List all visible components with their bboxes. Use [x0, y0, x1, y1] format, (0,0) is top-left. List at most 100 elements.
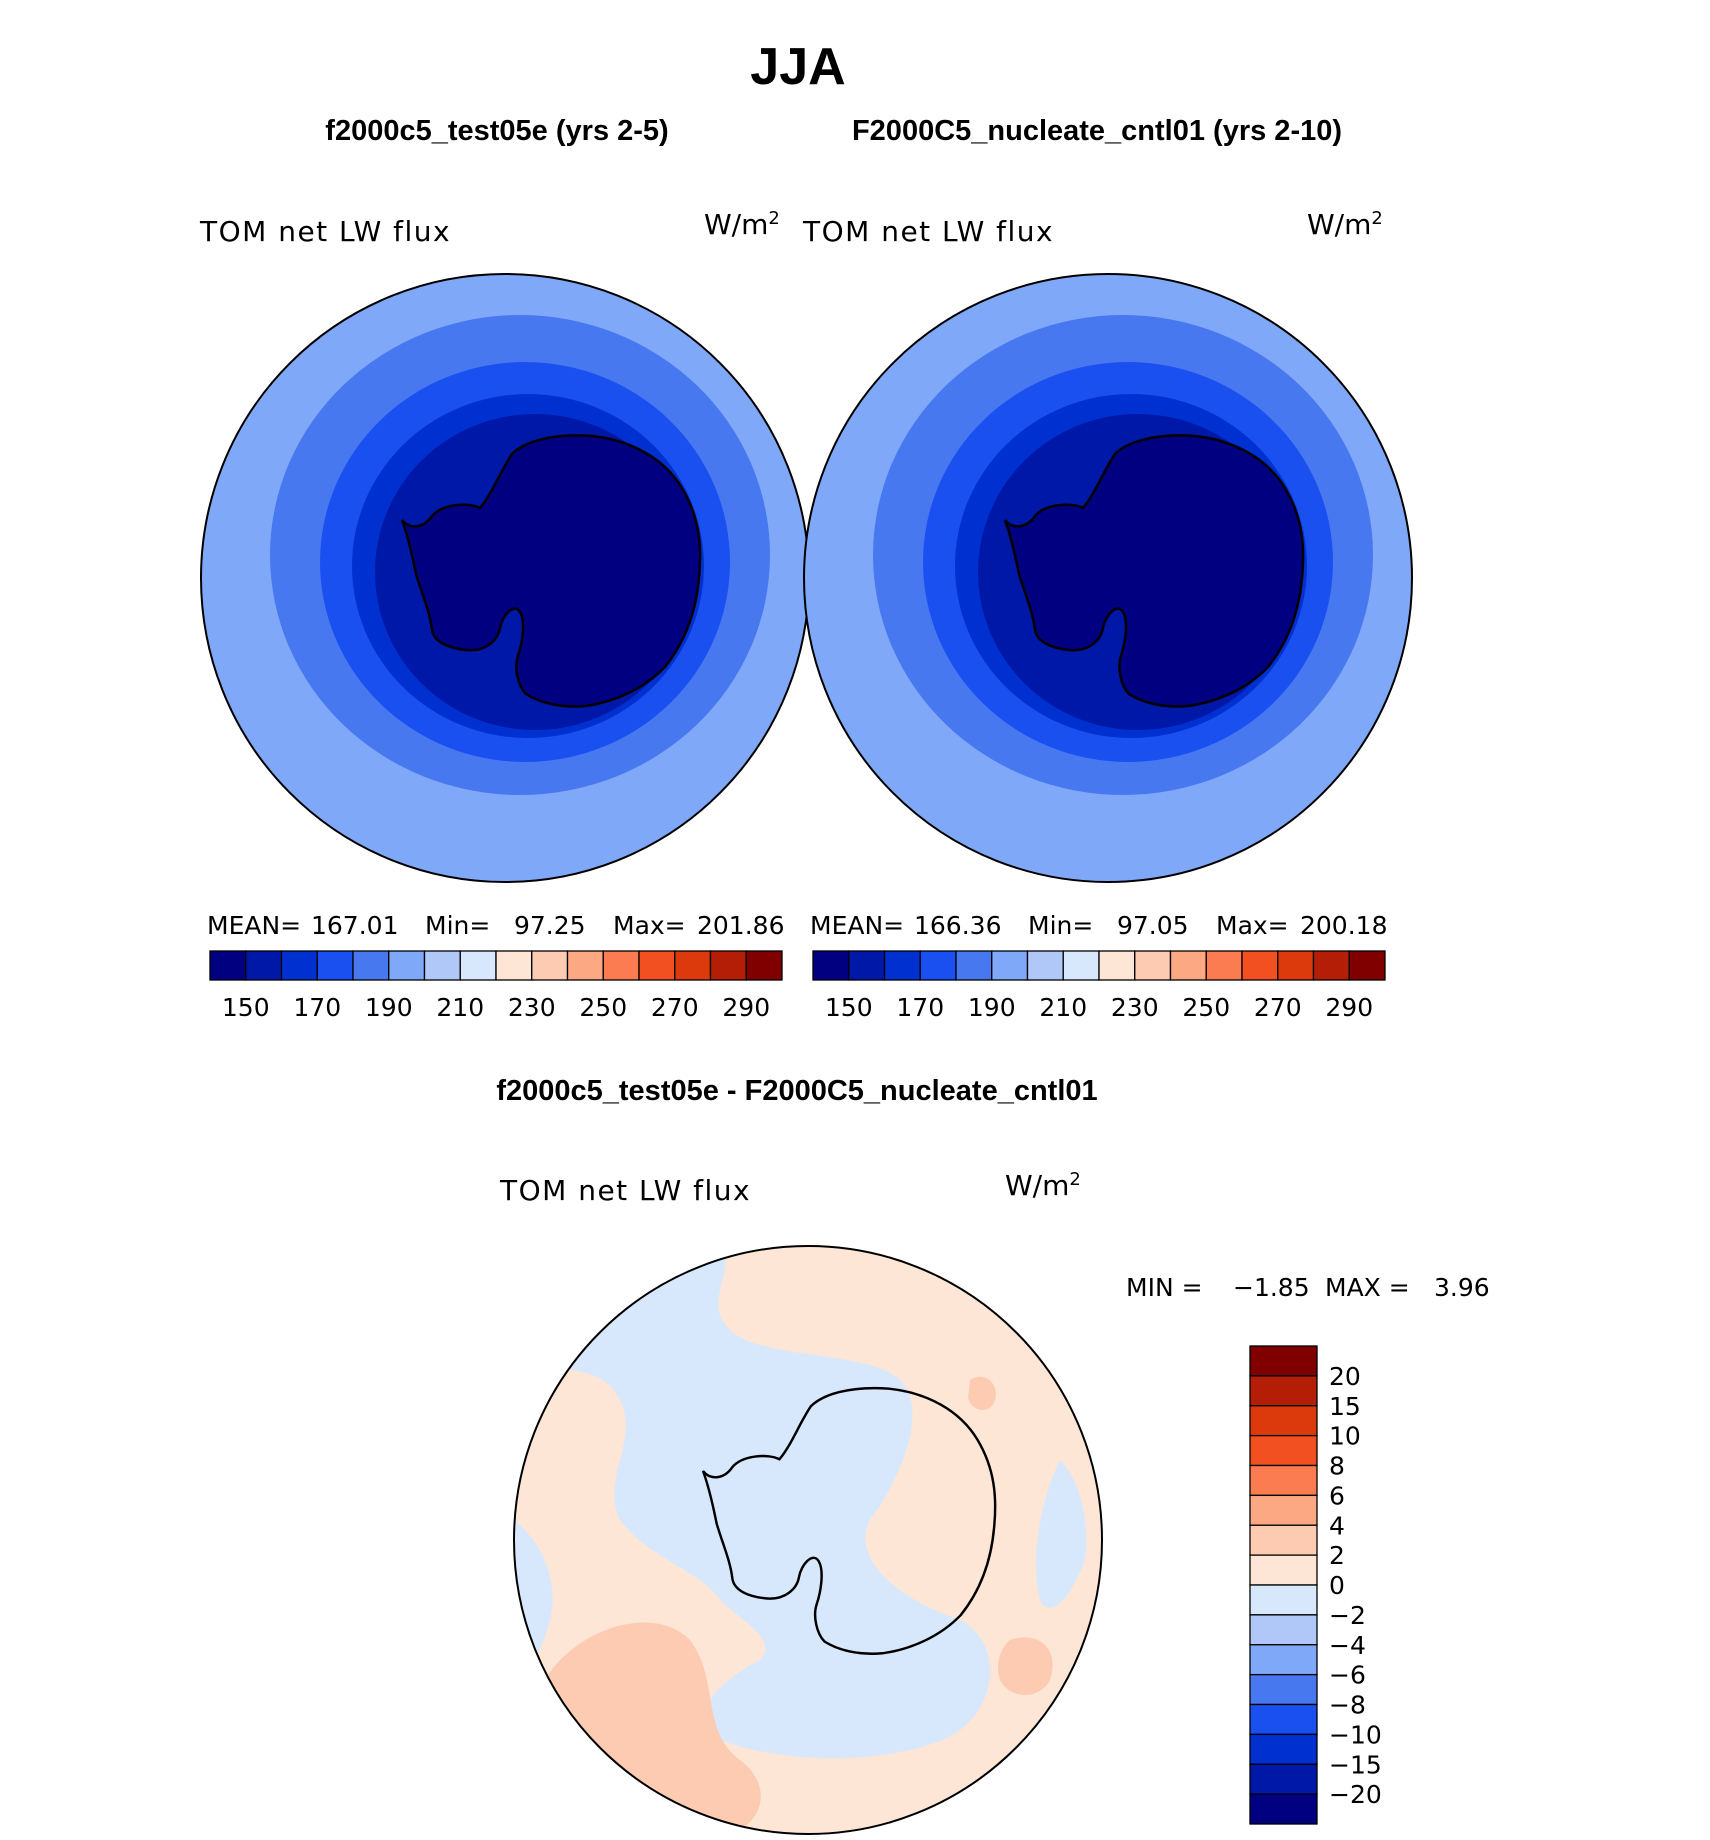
diff-colorbar-swatch-2 [1249, 1405, 1318, 1437]
panel-1-mean-value: 167.01 [311, 911, 398, 940]
diff-colorbar-swatch-10 [1249, 1644, 1318, 1676]
diff-colorbar-tick-label-11: −8 [1329, 1691, 1366, 1720]
panel-1-colorbar-swatch-5 [388, 950, 426, 981]
panel-2-colorbar-tick-label-5: 250 [1182, 993, 1230, 1022]
diff-colorbar-swatch-3 [1249, 1434, 1318, 1467]
map-2-outline [803, 273, 1413, 883]
panel-2-colorbar-swatch-12 [1241, 950, 1279, 981]
panel-1-colorbar-swatch-6 [423, 950, 461, 981]
panel-1-max-value: 201.86 [697, 911, 784, 940]
diff-colorbar-swatch-7 [1249, 1554, 1318, 1586]
panel-2-colorbar-swatch-1 [848, 950, 886, 981]
panel-1-field-label: TOM net LW flux [199, 215, 451, 248]
panel-2-colorbar-swatch-6 [1026, 950, 1064, 981]
diff-colorbar-swatch-5 [1249, 1494, 1318, 1526]
diff-colorbar-tick-label-10: −6 [1329, 1661, 1366, 1690]
diff-units-sup: 2 [1069, 1169, 1080, 1190]
panel-2-colorbar-tick-label-3: 210 [1039, 993, 1087, 1022]
panel-2-colorbar-tick-label-7: 290 [1325, 993, 1373, 1022]
panel-1-colorbar-swatch-8 [495, 950, 533, 981]
panel-2-colorbar-swatch-0 [812, 950, 850, 981]
panel-1-units: W/m2 [704, 208, 780, 241]
panel-1-colorbar-tick-label-5: 250 [579, 993, 627, 1022]
panel-1-colorbar-tick-label-2: 190 [365, 993, 413, 1022]
panel-2-colorbar-tick-label-0: 150 [825, 993, 873, 1022]
diff-patch-pos-lowerright [998, 1637, 1053, 1695]
panel-1-colorbar-swatch-0 [209, 950, 247, 981]
diff-colorbar-tick-label-8: −2 [1329, 1601, 1366, 1630]
panel-1-colorbar-tick-label-0: 150 [222, 993, 270, 1022]
diff-colorbar-tick-label-3: 8 [1329, 1452, 1345, 1481]
diff-min-value: −1.85 [1233, 1273, 1310, 1302]
panel-1-title: f2000c5_test05e (yrs 2-5) [325, 115, 668, 147]
panel-2-max-label: Max= [1216, 911, 1289, 940]
diff-colorbar-swatch-1 [1249, 1375, 1318, 1407]
diff-colorbar-swatch-0 [1249, 1345, 1318, 1377]
diff-colorbar-swatch-14 [1249, 1763, 1318, 1795]
panel-2-mean-value: 166.36 [914, 911, 1001, 940]
panel-2-colorbar-swatch-11 [1205, 950, 1243, 981]
diff-max-value: 3.96 [1434, 1273, 1490, 1302]
panel-2-colorbar-tick-label-4: 230 [1111, 993, 1159, 1022]
diff-patch-pos-right [968, 1376, 996, 1410]
panel-2-min-value: 97.05 [1117, 911, 1189, 940]
panel-2-colorbar-tick-label-2: 190 [968, 993, 1016, 1022]
panel-2-colorbar-swatch-2 [883, 950, 921, 981]
panel-2-units: W/m2 [1307, 208, 1383, 241]
diff-colorbar-swatch-8 [1249, 1584, 1318, 1616]
diff-colorbar-tick-label-12: −10 [1329, 1720, 1382, 1749]
diff-colorbar-tick-label-0: 20 [1329, 1362, 1361, 1391]
panel-2-colorbar-swatch-8 [1098, 950, 1136, 981]
diff-min-label: MIN = [1126, 1273, 1203, 1302]
diff-patch-neg-upper [528, 1246, 990, 1759]
panel-2-colorbar-tick-label-1: 170 [896, 993, 944, 1022]
diff-map-outline [513, 1245, 1103, 1835]
panel-1-colorbar-swatch-15 [745, 950, 783, 981]
diff-colorbar-tick-label-14: −20 [1329, 1780, 1382, 1809]
diff-panel-title: f2000c5_test05e - F2000C5_nucleate_cntl0… [496, 1075, 1097, 1107]
panel-2-colorbar-tick-label-6: 270 [1254, 993, 1302, 1022]
panel-2-max-value: 200.18 [1300, 911, 1387, 940]
panel-1-min-value: 97.25 [514, 911, 586, 940]
panel-1-colorbar-swatch-9 [531, 950, 569, 981]
diff-field-label: TOM net LW flux [499, 1174, 751, 1207]
panel-2-colorbar-swatch-14 [1312, 950, 1350, 981]
panel-1-colorbar-tick-label-4: 230 [508, 993, 556, 1022]
panel-1-colorbar-swatch-7 [459, 950, 497, 981]
diff-colorbar-swatch-9 [1249, 1614, 1318, 1646]
map-panel-diff [514, 1246, 1102, 1834]
panel-2-colorbar-swatch-3 [919, 950, 957, 981]
diff-colorbar-tick-label-13: −15 [1329, 1750, 1382, 1779]
diff-colorbar-swatch-6 [1249, 1524, 1318, 1556]
diff-colorbar-tick-label-2: 10 [1329, 1422, 1361, 1451]
panel-2-colorbar-swatch-4 [955, 950, 993, 981]
diff-colorbar-swatch-11 [1249, 1673, 1318, 1706]
panel-1-colorbar-swatch-1 [245, 950, 283, 981]
diff-colorbar-tick-label-9: −4 [1329, 1631, 1366, 1660]
panel-1-max-label: Max= [613, 911, 686, 940]
diff-stats: MIN = −1.85 MAX = 3.96 [1126, 1273, 1490, 1302]
panel-1-mean-label: MEAN= [207, 911, 301, 940]
panel-1-units-main: W/m [704, 208, 768, 241]
panel-2-colorbar-swatch-7 [1062, 950, 1100, 981]
diff-units-main: W/m [1005, 1169, 1069, 1202]
diff-colorbar-swatch-15 [1249, 1793, 1318, 1825]
panel-1-colorbar-swatch-4 [352, 950, 390, 981]
panel-1-colorbar: 150 170 190 210 230 250 270 290 [209, 950, 783, 1022]
diff-colorbar-swatch-12 [1249, 1703, 1318, 1736]
panel-1-colorbar-swatch-3 [316, 950, 354, 981]
panel-1-colorbar-swatch-11 [602, 950, 640, 981]
figure-title: JJA [750, 38, 845, 96]
panel-2-units-main: W/m [1307, 208, 1371, 241]
panel-1-stats: MEAN= 167.01 Min= 97.25 Max= 201.86 [207, 911, 784, 940]
diff-units: W/m2 [1005, 1169, 1081, 1202]
panel-1-colorbar-swatch-2 [280, 950, 318, 981]
diff-colorbar-swatch-13 [1249, 1733, 1318, 1765]
diff-colorbar-tick-label-7: 0 [1329, 1571, 1345, 1600]
panel-2-colorbar-swatch-9 [1134, 950, 1172, 981]
panel-2-colorbar-swatch-10 [1169, 950, 1207, 981]
diff-patch-neg-right [1036, 1460, 1087, 1608]
panel-1-colorbar-swatch-12 [638, 950, 676, 981]
